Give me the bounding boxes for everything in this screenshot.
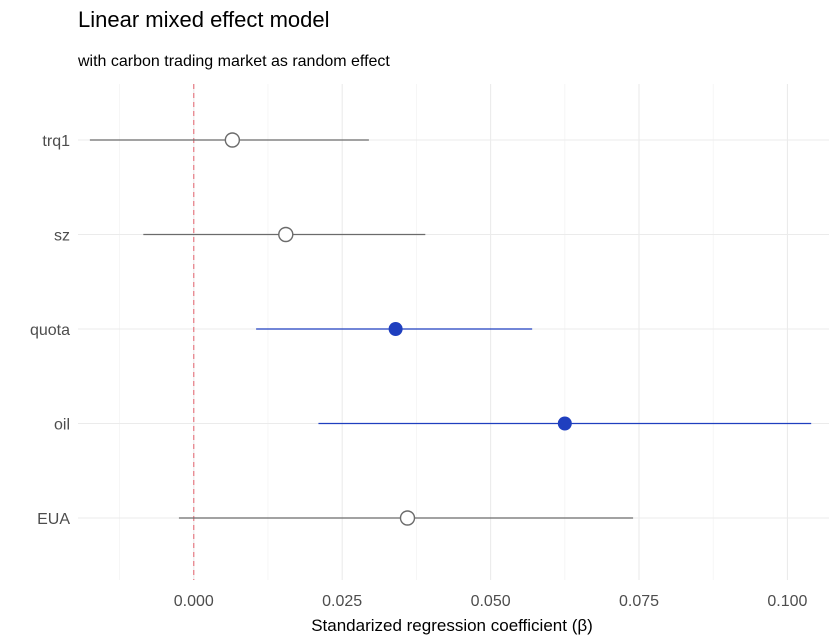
point-estimate-oil xyxy=(558,417,572,431)
point-estimate-EUA xyxy=(400,511,414,525)
y-axis-tick-labels: trq1 sz quota oil EUA xyxy=(30,133,70,528)
point-estimate-quota xyxy=(389,322,403,336)
y-tick-label: quota xyxy=(30,322,70,339)
x-axis-title: Standarized regression coefficient (β) xyxy=(311,616,593,635)
point-estimate-sz xyxy=(279,228,293,242)
x-tick-label: 0.000 xyxy=(174,593,214,610)
x-tick-label: 0.025 xyxy=(322,593,362,610)
major-gridlines xyxy=(78,84,829,580)
y-tick-label: EUA xyxy=(37,511,70,528)
y-tick-label: trq1 xyxy=(42,133,70,150)
chart-title: Linear mixed effect model xyxy=(78,7,330,32)
x-tick-label: 0.100 xyxy=(767,593,807,610)
x-tick-label: 0.075 xyxy=(619,593,659,610)
point-estimate-trq1 xyxy=(225,133,239,147)
minor-gridlines xyxy=(120,84,714,580)
chart-subtitle: with carbon trading market as random eff… xyxy=(77,53,390,70)
x-tick-label: 0.050 xyxy=(471,593,511,610)
y-tick-label: oil xyxy=(54,417,70,434)
x-axis-tick-labels: 0.000 0.025 0.050 0.075 0.100 xyxy=(174,593,808,610)
y-tick-label: sz xyxy=(54,228,70,245)
